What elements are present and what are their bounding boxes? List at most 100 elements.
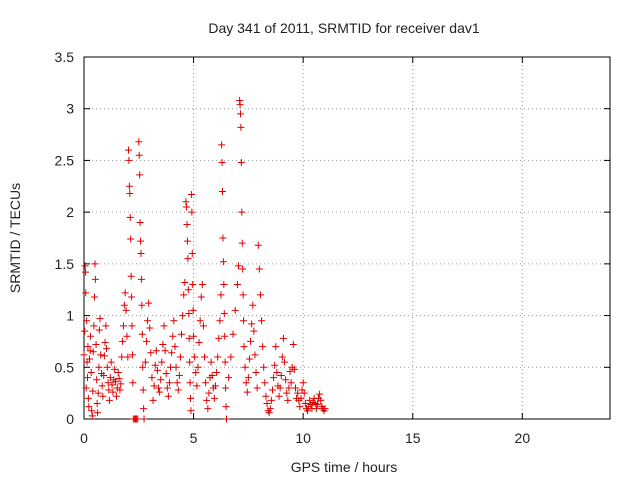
data-point	[204, 405, 212, 413]
data-point	[248, 320, 256, 328]
data-point	[312, 405, 320, 413]
data-point	[94, 389, 102, 397]
x-tick-label: 20	[515, 430, 531, 446]
data-point	[140, 415, 148, 423]
data-point	[243, 388, 251, 396]
data-point	[321, 405, 329, 413]
data-point	[179, 312, 187, 320]
data-point	[88, 407, 96, 415]
data-point	[119, 322, 127, 330]
data-point	[222, 415, 230, 423]
data-point	[276, 384, 284, 392]
data-point	[268, 386, 276, 394]
data-point	[181, 278, 189, 286]
data-point	[86, 347, 94, 355]
data-point	[93, 399, 101, 407]
data-point	[104, 379, 112, 387]
data-point	[134, 415, 142, 423]
data-point	[208, 372, 216, 380]
data-point	[105, 386, 113, 394]
y-tick-label: 2	[66, 204, 74, 220]
data-point	[82, 268, 90, 276]
data-point	[229, 330, 237, 338]
data-point	[238, 208, 246, 216]
x-axis-label: GPS time / hours	[291, 459, 398, 475]
data-point	[188, 208, 196, 216]
grid-lines	[84, 57, 610, 419]
data-point	[82, 384, 90, 392]
data-point	[182, 198, 190, 206]
data-point	[123, 332, 131, 340]
data-point	[85, 355, 93, 363]
data-point	[215, 334, 223, 342]
data-point	[157, 376, 165, 384]
data-point	[290, 365, 298, 373]
data-point	[297, 394, 305, 402]
y-tick-label: 0.5	[55, 359, 75, 375]
data-point	[114, 368, 122, 376]
data-point	[296, 403, 304, 411]
data-point	[313, 401, 321, 409]
data-point	[135, 151, 143, 159]
data-point	[191, 353, 199, 361]
data-point	[141, 358, 149, 366]
data-point	[148, 374, 156, 382]
data-point	[235, 262, 243, 270]
data-point	[172, 363, 180, 371]
data-point	[128, 293, 136, 301]
data-point	[250, 327, 258, 335]
data-point	[91, 275, 99, 283]
data-point	[83, 317, 91, 325]
data-point	[126, 190, 134, 198]
data-point	[88, 412, 96, 420]
data-point	[186, 379, 194, 387]
data-point	[202, 379, 210, 387]
data-point	[116, 386, 124, 394]
data-point	[128, 351, 136, 359]
data-point	[212, 382, 219, 390]
data-point	[231, 306, 239, 314]
data-point	[121, 289, 129, 297]
data-point	[117, 380, 125, 388]
data-point	[81, 327, 89, 335]
data-point	[105, 396, 113, 404]
data-point	[106, 374, 114, 382]
data-point	[180, 291, 188, 299]
data-point	[299, 379, 307, 387]
data-point	[261, 379, 269, 387]
data-point	[277, 372, 285, 380]
data-point	[218, 158, 226, 166]
data-point	[137, 275, 145, 283]
data-point	[128, 322, 136, 330]
data-point	[253, 384, 261, 392]
data-point	[222, 403, 230, 411]
data-point	[289, 341, 297, 349]
data-point	[100, 372, 108, 380]
data-point	[198, 281, 206, 289]
data-point	[92, 341, 100, 349]
data-point	[210, 394, 218, 402]
data-point	[291, 384, 299, 392]
data-point	[207, 358, 215, 366]
data-points	[80, 96, 329, 423]
data-point	[282, 376, 290, 384]
data-point	[136, 171, 144, 179]
data-point	[219, 234, 227, 242]
data-point	[242, 379, 250, 387]
data-point	[151, 361, 159, 369]
data-point	[103, 345, 111, 353]
data-point	[283, 389, 291, 397]
data-point	[178, 330, 186, 338]
data-point	[164, 392, 172, 400]
data-point	[189, 281, 197, 289]
data-point	[213, 368, 221, 376]
data-point	[201, 353, 209, 361]
data-point	[173, 379, 181, 387]
data-point	[89, 348, 97, 356]
data-point	[266, 405, 274, 413]
data-point	[244, 374, 252, 382]
data-point	[194, 363, 202, 371]
data-point	[84, 394, 92, 402]
data-point	[145, 299, 153, 307]
